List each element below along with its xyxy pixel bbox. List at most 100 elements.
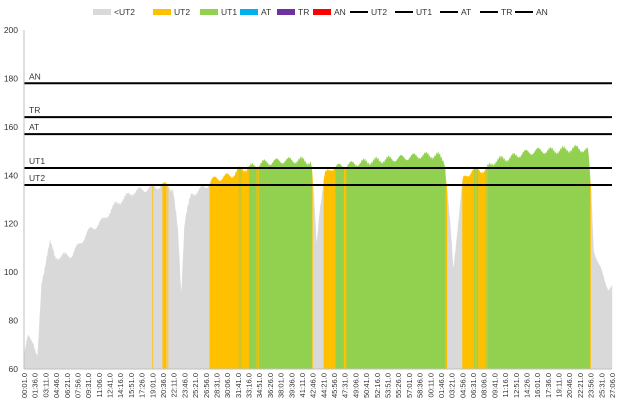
- x-tick-label-47: 14:26.0: [522, 373, 531, 398]
- area-segment-ut1-16: [259, 155, 313, 370]
- area-segment-ut2-11: [241, 165, 250, 370]
- area-segment-below-ut2-24: [447, 182, 463, 370]
- legend-label-at-line: AT: [461, 7, 471, 17]
- x-tick-label-49: 17:36.0: [544, 373, 553, 398]
- area-segment-ut1-20: [335, 163, 345, 370]
- x-tick-label-45: 11:16.0: [501, 373, 510, 397]
- x-tick-label-53: 23:56.0: [587, 373, 596, 398]
- y-tick-label-60: 60: [9, 364, 19, 374]
- threshold-label-an: AN: [29, 71, 41, 81]
- legend: <UT2 UT2 UT1 AT TR AN UT2 UT1 AT TR AN: [93, 7, 548, 17]
- legend-label-an-line: AN: [536, 7, 548, 17]
- y-tick-label-180: 180: [4, 73, 18, 83]
- y-tick-label-100: 100: [4, 267, 18, 277]
- area-segment-ut2-21: [343, 166, 347, 370]
- legend-label-ut2-line: UT2: [371, 7, 387, 17]
- area-segment-ut1-12: [248, 162, 257, 370]
- x-tick-label-25: 39:36.0: [287, 373, 296, 398]
- x-tick-label-19: 30:06.0: [223, 373, 232, 398]
- area-segment-ut2-19: [323, 166, 336, 370]
- x-tick-label-51: 20:46.0: [565, 373, 574, 398]
- area-segment-ut2-3: [162, 181, 167, 370]
- x-tick-label-39: 01:46.0: [437, 373, 446, 398]
- x-tick-label-31: 49:06.0: [351, 373, 360, 398]
- threshold-label-ut1: UT1: [29, 156, 45, 166]
- x-tick-label-46: 12:51.0: [512, 373, 521, 398]
- x-tick-label-21: 33:16.0: [245, 373, 254, 398]
- y-tick-label-200: 200: [4, 25, 18, 35]
- x-tick-label-7: 11:06.0: [95, 373, 104, 397]
- y-tick-label-140: 140: [4, 170, 18, 180]
- x-tick-label-0: 00:01.0: [20, 373, 29, 398]
- x-tick-label-33: 52:16.0: [373, 373, 382, 398]
- x-tick-label-1: 01:36.0: [31, 373, 40, 398]
- area-segment-below-ut2-2: [153, 183, 163, 370]
- legend-swatch-an-area: [313, 9, 331, 15]
- x-tick-label-23: 36:26.0: [266, 373, 275, 398]
- legend-label-ut1-line: UT1: [416, 7, 432, 17]
- x-tick-label-11: 17:26.0: [138, 373, 147, 398]
- x-tick-label-5: 07:56.0: [73, 373, 82, 398]
- y-tick-label-80: 80: [9, 316, 19, 326]
- threshold-label-tr: TR: [29, 105, 40, 115]
- area-segment-ut1-22: [346, 151, 446, 370]
- legend-swatch-ut1-area: [200, 9, 218, 15]
- y-tick-label-160: 160: [4, 122, 18, 132]
- x-tick-label-28: 44:21.0: [319, 373, 328, 398]
- x-tick-label-30: 47:31.0: [341, 373, 350, 398]
- axes-layer: 60 80 100 120 140 160 180 200 00:01.0 01:36.0 03:1…: [4, 25, 617, 398]
- legend-label-tr-line: TR: [501, 7, 512, 17]
- x-tick-label-26: 41:11.0: [298, 373, 307, 397]
- x-tick-label-20: 31:41.0: [234, 373, 243, 398]
- x-tick-label-8: 12:41.0: [106, 373, 115, 398]
- x-tick-label-3: 04:46.0: [52, 373, 61, 398]
- x-tick-label-52: 22:21.0: [576, 373, 585, 398]
- x-tick-label-40: 03:21.0: [448, 373, 457, 398]
- threshold-label-ut2: UT2: [29, 173, 45, 183]
- area-segment-ut2-23: [445, 178, 448, 370]
- legend-swatch-ut2-area: [153, 9, 171, 15]
- x-tick-label-6: 09:31.0: [84, 373, 93, 398]
- threshold-label-at: AT: [29, 122, 39, 132]
- legend-swatch-below-ut2-area: [93, 9, 111, 15]
- x-tick-label-42: 06:31.0: [469, 373, 478, 398]
- area-segment-below-ut2-0: [23, 184, 153, 370]
- x-tick-label-17: 26:56.0: [202, 373, 211, 398]
- x-tick-label-18: 28:31.0: [212, 373, 221, 398]
- area-segment-ut2-7: [209, 166, 240, 370]
- x-tick-label-44: 09:41.0: [490, 373, 499, 398]
- x-tick-label-4: 06:21.0: [63, 373, 72, 398]
- area-segment-ut2-25: [462, 167, 475, 370]
- legend-swatch-tr-area: [277, 9, 295, 15]
- x-tick-label-14: 22:11.0: [170, 373, 179, 397]
- area-segment-ut1-34: [487, 144, 591, 370]
- x-tick-label-13: 20:36.0: [159, 373, 168, 398]
- legend-swatch-at-area: [240, 9, 258, 15]
- x-tick-label-35: 55:26.0: [394, 373, 403, 398]
- area-segment-below-ut2-18: [312, 179, 325, 370]
- x-tick-label-10: 15:51.0: [127, 373, 136, 398]
- area-segment-below-ut2-36: [590, 192, 613, 370]
- x-tick-label-16: 25:21.0: [191, 373, 200, 398]
- threshold-lines-layer: UT2 UT1 AT TR AN: [24, 71, 612, 186]
- x-tick-label-43: 08:06.0: [480, 373, 489, 398]
- x-tick-label-41: 04:56.0: [458, 373, 467, 398]
- area-segment-ut2-31: [478, 167, 487, 370]
- x-tick-label-12: 19:01.0: [148, 373, 157, 398]
- x-tick-label-50: 19:11.0: [555, 373, 564, 397]
- x-tick-label-2: 03:11.0: [41, 373, 50, 397]
- legend-label-ut2-area: UT2: [174, 7, 190, 17]
- area-segment-below-ut2-6: [168, 184, 210, 370]
- x-tick-label-37: 58:36.0: [416, 373, 425, 398]
- x-tick-label-54: 25:31.0: [597, 373, 606, 398]
- y-tick-label-120: 120: [4, 219, 18, 229]
- x-tick-label-29: 45:56.0: [330, 373, 339, 398]
- x-tick-label-9: 14:16.0: [116, 373, 125, 398]
- x-tick-label-55: 27:06.0: [608, 373, 617, 398]
- x-tick-label-34: 53:51.0: [383, 373, 392, 398]
- x-tick-label-22: 34:51.0: [255, 373, 264, 398]
- x-tick-label-36: 57:01.0: [405, 373, 414, 398]
- x-tick-label-48: 16:01.0: [533, 373, 542, 398]
- legend-label-ut1-area: UT1: [221, 7, 237, 17]
